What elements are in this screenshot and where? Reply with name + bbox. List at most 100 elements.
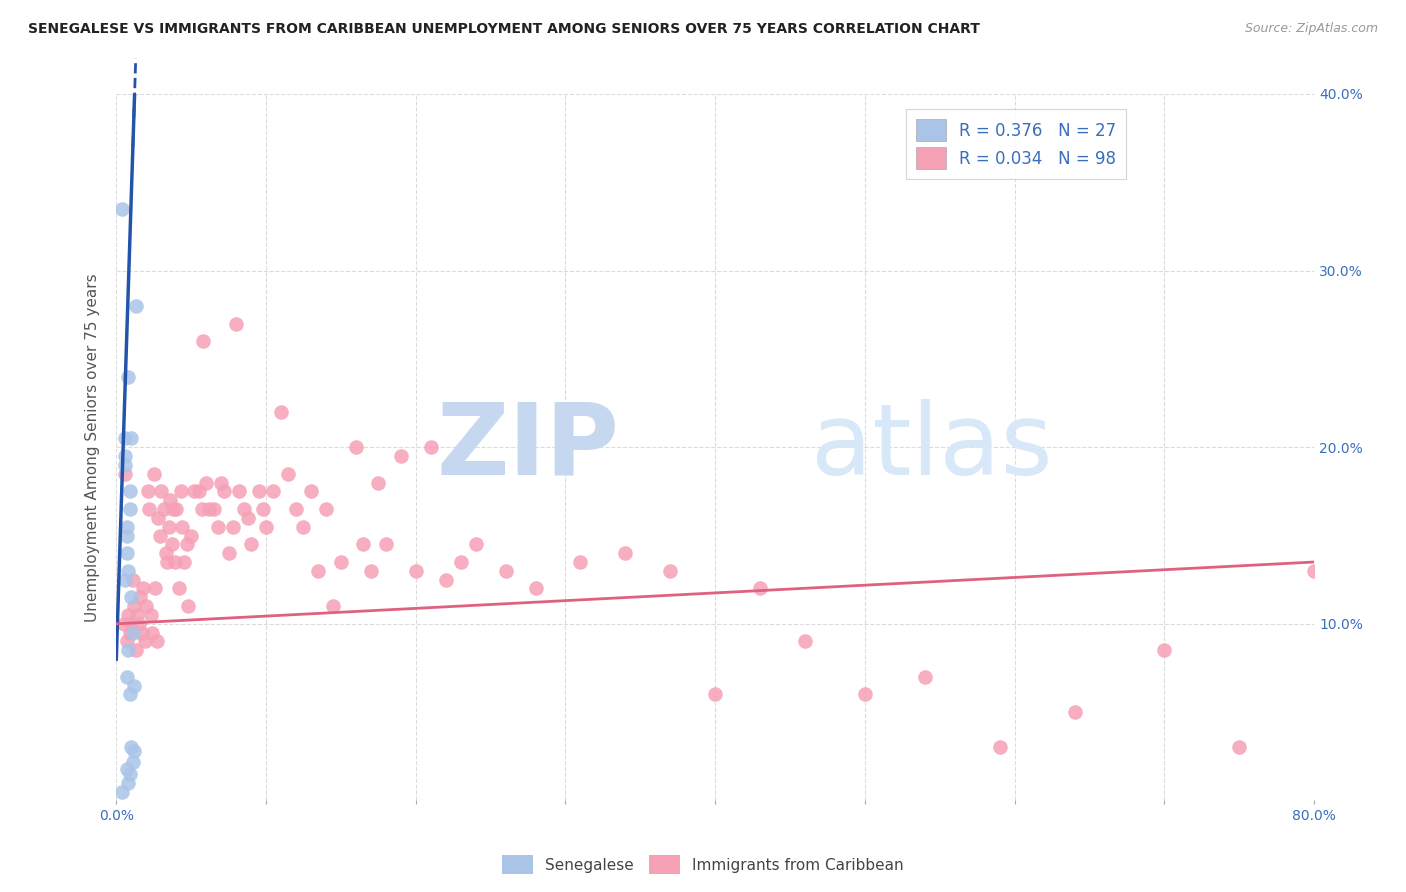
Point [1063,705,1085,719]
Point [236,511,259,525]
Point [121,755,143,769]
Point [704,688,727,702]
Point [374,537,396,551]
Point [114,449,136,463]
Point [111,202,134,216]
Point [252,502,274,516]
Point [434,573,457,587]
Point [177,599,200,614]
Point [195,475,218,490]
Point [114,431,136,445]
Point [247,484,270,499]
Text: atlas: atlas [811,399,1053,496]
Point [114,573,136,587]
Point [191,334,214,349]
Point [118,502,141,516]
Point [450,555,472,569]
Point [307,564,329,578]
Point [120,616,142,631]
Point [118,625,141,640]
Point [120,591,142,605]
Point [132,582,155,596]
Point [228,484,250,499]
Point [198,502,221,516]
Point [143,582,166,596]
Point [160,537,183,551]
Point [853,688,876,702]
Point [122,679,145,693]
Point [112,616,135,631]
Point [125,299,148,313]
Point [225,317,247,331]
Point [172,519,194,533]
Point [131,625,153,640]
Point [240,537,263,551]
Point [292,519,315,533]
Point [212,484,235,499]
Point [344,440,367,454]
Point [115,519,138,533]
Point [117,369,139,384]
Point [299,484,322,499]
Point [329,555,352,569]
Point [122,599,145,614]
Point [254,519,277,533]
Point [136,484,159,499]
Point [180,528,202,542]
Text: Source: ZipAtlas.com: Source: ZipAtlas.com [1244,22,1378,36]
Point [914,670,936,684]
Point [173,555,195,569]
Point [270,405,292,419]
Point [118,484,141,499]
Point [322,599,344,614]
Point [120,431,142,445]
Point [659,564,682,578]
Point [125,643,148,657]
Point [117,607,139,622]
Point [277,467,299,481]
Point [495,564,517,578]
Point [389,449,412,463]
Point [524,582,547,596]
Point [114,458,136,472]
Point [115,528,138,542]
Point [176,537,198,551]
Point [167,582,190,596]
Point [749,582,772,596]
Point [352,537,374,551]
Point [111,784,134,798]
Point [117,564,139,578]
Point [464,537,486,551]
Point [114,467,136,481]
Point [115,546,138,560]
Point [360,564,382,578]
Point [284,502,307,516]
Point [134,634,156,648]
Point [218,546,240,560]
Point [315,502,337,516]
Point [159,493,181,508]
Text: SENEGALESE VS IMMIGRANTS FROM CARIBBEAN UNEMPLOYMENT AMONG SENIORS OVER 75 YEARS: SENEGALESE VS IMMIGRANTS FROM CARIBBEAN … [28,22,980,37]
Point [209,475,232,490]
Point [187,484,209,499]
Point [162,502,184,516]
Point [129,591,152,605]
Point [1303,564,1326,578]
Point [155,546,177,560]
Point [1153,643,1175,657]
Point [139,607,162,622]
Point [202,502,225,516]
Point [169,484,191,499]
Point [232,502,254,516]
Point [142,467,165,481]
Point [405,564,427,578]
Text: ZIP: ZIP [436,399,620,496]
Point [207,519,229,533]
Point [794,634,817,648]
Point [120,740,142,755]
Point [222,519,245,533]
Point [190,502,212,516]
Point [118,767,141,781]
Point [117,643,139,657]
Point [419,440,441,454]
